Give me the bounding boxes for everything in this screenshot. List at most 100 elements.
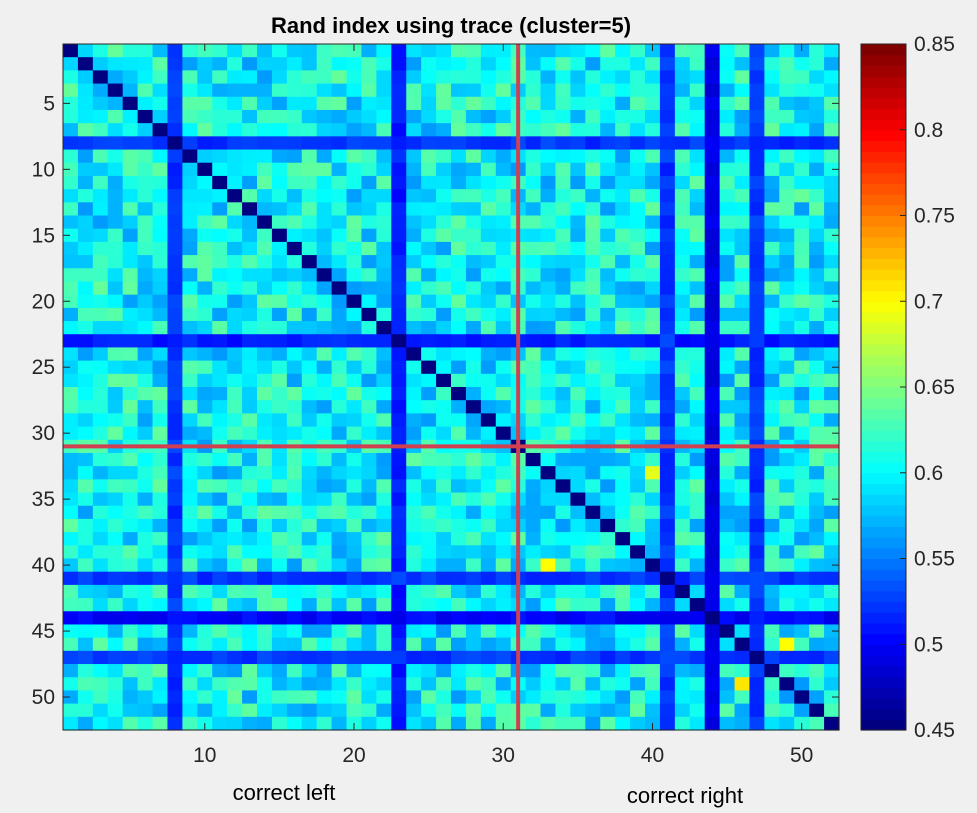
heatmap-cell	[167, 400, 183, 414]
heatmap-cell	[257, 268, 273, 283]
heatmap-cell	[451, 175, 467, 190]
heatmap-cell	[301, 321, 318, 335]
heatmap-cell	[271, 175, 288, 190]
heatmap-cell	[451, 321, 467, 335]
heatmap-cell	[540, 109, 557, 124]
heatmap-cell	[346, 387, 363, 401]
heatmap-cell	[197, 189, 213, 203]
heatmap-cell	[525, 598, 542, 612]
heatmap-cell	[301, 215, 318, 230]
heatmap-cell	[212, 611, 228, 626]
heatmap-cell	[152, 518, 169, 533]
heatmap-cell	[182, 202, 198, 217]
heatmap-cell	[794, 268, 810, 283]
heatmap-cell	[92, 294, 109, 309]
heatmap-cell	[525, 241, 542, 256]
heatmap-cell	[719, 189, 736, 203]
heatmap-cell	[809, 70, 825, 85]
heatmap-cell	[764, 690, 780, 705]
heatmap-cell	[525, 492, 542, 507]
heatmap-cell	[63, 255, 79, 269]
heatmap-cell	[167, 571, 183, 586]
heatmap-cell	[674, 611, 691, 626]
heatmap-cell	[764, 109, 780, 124]
heatmap-cell	[152, 571, 169, 586]
heatmap-cell	[824, 241, 840, 256]
heatmap-cell	[480, 558, 497, 573]
heatmap-cell	[704, 466, 721, 480]
heatmap-cell	[122, 215, 139, 230]
heatmap-cell	[451, 387, 467, 401]
heatmap-cell	[585, 426, 601, 441]
heatmap-cell	[465, 611, 482, 626]
heatmap-cell	[585, 70, 601, 85]
heatmap-cell	[689, 136, 706, 151]
heatmap-cell	[391, 149, 407, 164]
heatmap-cell	[525, 83, 542, 98]
heatmap-cell	[659, 281, 676, 296]
heatmap-cell	[465, 347, 482, 362]
heatmap-cell	[794, 202, 810, 217]
heatmap-cell	[92, 228, 109, 243]
heatmap-cell	[615, 241, 631, 256]
heatmap-cell	[645, 413, 661, 428]
heatmap-cell	[555, 413, 571, 428]
heatmap-cell	[406, 571, 422, 586]
heatmap-cell	[495, 109, 512, 124]
heatmap-cell	[540, 413, 557, 428]
heatmap-cell	[212, 664, 228, 678]
heatmap-cell	[227, 532, 243, 546]
heatmap-cell	[525, 650, 542, 665]
heatmap-cell	[257, 716, 273, 731]
heatmap-cell	[331, 255, 348, 269]
heatmap-cell	[63, 413, 79, 428]
heatmap-cell	[585, 624, 601, 639]
heatmap-cell	[495, 162, 512, 177]
heatmap-cell	[301, 387, 318, 401]
heatmap-cell	[615, 268, 631, 283]
heatmap-cell	[809, 452, 825, 467]
heatmap-cell	[451, 96, 467, 111]
colorbar-segment	[861, 65, 906, 77]
heatmap-cell	[779, 584, 795, 599]
heatmap-cell	[376, 347, 392, 362]
heatmap-cell	[167, 83, 183, 98]
heatmap-cell	[630, 598, 646, 612]
heatmap-cell	[212, 228, 228, 243]
heatmap-cell	[107, 545, 124, 560]
heatmap-cell	[107, 492, 124, 507]
heatmap-cell	[809, 57, 825, 71]
heatmap-cell	[764, 281, 780, 296]
colorbar-segment	[861, 515, 906, 527]
heatmap-cell	[421, 149, 437, 164]
heatmap-cell	[346, 664, 363, 678]
heatmap-cell	[137, 387, 154, 401]
heatmap-cell	[809, 677, 825, 692]
heatmap-cell	[645, 611, 661, 626]
heatmap-cell	[271, 650, 288, 665]
colorbar-segment	[861, 387, 906, 399]
heatmap-cell	[227, 255, 243, 269]
heatmap-cell	[525, 255, 542, 269]
heatmap-cell	[182, 307, 198, 322]
heatmap-cell	[749, 492, 765, 507]
heatmap-cell	[689, 70, 706, 85]
heatmap-cell	[779, 598, 795, 612]
heatmap-cell	[286, 96, 303, 111]
heatmap-cell	[331, 70, 348, 85]
heatmap-cell	[227, 123, 243, 137]
heatmap-cell	[331, 387, 348, 401]
heatmap-cell	[645, 255, 661, 269]
heatmap-cell	[301, 307, 318, 322]
heatmap-cell	[555, 598, 571, 612]
heatmap-cell	[525, 294, 542, 309]
heatmap-cell	[421, 70, 437, 85]
heatmap-cell	[167, 175, 183, 190]
heatmap-cell	[600, 321, 616, 335]
heatmap-cell	[227, 347, 243, 362]
heatmap-cell	[734, 716, 751, 731]
heatmap-cell	[645, 334, 661, 349]
heatmap-cell	[92, 281, 109, 296]
heatmap-cell	[555, 321, 571, 335]
heatmap-cell	[734, 677, 751, 692]
